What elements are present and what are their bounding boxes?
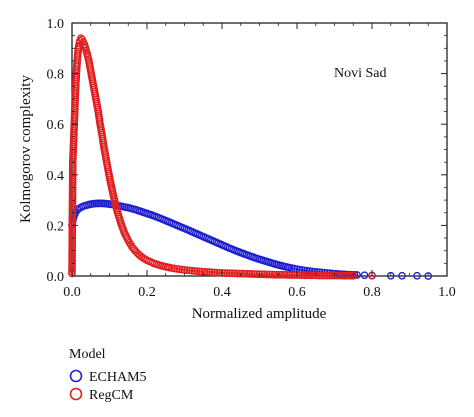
data-point-echam5 (360, 271, 369, 280)
y-tick-label: 0.0 (47, 270, 65, 285)
chart-annotation: Novi Sad (334, 66, 387, 81)
data-point-echam5 (413, 271, 421, 280)
data-point-regcm (248, 270, 256, 278)
legend-marker-regcm (69, 387, 83, 401)
data-point-regcm (205, 268, 214, 276)
data-point-regcm (255, 270, 264, 279)
data-point-regcm (283, 271, 291, 279)
data-point-regcm (268, 270, 276, 279)
data-point-regcm (349, 271, 358, 280)
data-point-regcm (275, 270, 284, 279)
data-point-regcm (245, 270, 254, 278)
data-point-regcm (208, 268, 216, 277)
data-point-regcm (240, 269, 249, 278)
data-point-regcm (195, 267, 204, 276)
ticks-layer: 0.0 0.2 0.4 0.6 0.8 1.0 0.0 0.2 0.4 0.6 0.8 1.0 (47, 17, 456, 300)
data-point-regcm (323, 271, 331, 280)
data-point-regcm (233, 269, 241, 278)
data-point-regcm (198, 267, 206, 276)
legend: Model ECHAM5 RegCM (69, 347, 147, 403)
data-point-regcm (310, 271, 319, 280)
data-point-regcm (77, 34, 85, 43)
data-point-regcm (218, 269, 226, 277)
x-tick-label: 1.0 (438, 285, 456, 300)
y-tick-label: 0.4 (47, 169, 65, 184)
data-point-echam5 (398, 271, 406, 280)
data-point-regcm (193, 267, 201, 276)
data-point-regcm (300, 271, 309, 280)
plot-frame (71, 22, 448, 277)
data-point-regcm (200, 267, 209, 276)
x-tick-label: 0.4 (213, 285, 231, 300)
data-point-regcm (253, 270, 261, 278)
y-tick-label: 0.8 (47, 68, 65, 83)
data-point-regcm (305, 271, 314, 280)
x-axis-label: Normalized amplitude (192, 306, 327, 322)
data-point-regcm (303, 271, 311, 280)
data-point-regcm (243, 269, 251, 278)
legend-label-regcm: RegCM (89, 388, 134, 403)
data-point-regcm (298, 271, 306, 280)
y-tick-label: 1.0 (47, 17, 65, 32)
data-point-regcm (280, 270, 289, 279)
data-point-regcm (325, 271, 334, 280)
legend-label-echam5: ECHAM5 (89, 370, 147, 385)
series-layer (68, 34, 433, 280)
data-point-regcm (263, 270, 271, 279)
data-point-regcm (278, 270, 286, 279)
data-point-regcm (223, 269, 231, 277)
data-point-regcm (215, 268, 224, 277)
data-point-regcm (238, 269, 246, 278)
x-tick-label: 0.8 (363, 285, 381, 300)
y-tick-label: 0.6 (47, 118, 65, 133)
data-point-regcm (308, 271, 316, 280)
data-point-regcm (190, 267, 199, 275)
legend-marker-echam5 (69, 369, 83, 383)
data-point-regcm (235, 269, 244, 278)
data-point-regcm (315, 271, 324, 280)
data-point-regcm (230, 269, 239, 278)
data-point-regcm (258, 270, 266, 279)
data-point-regcm (213, 268, 221, 277)
data-point-regcm (295, 271, 304, 279)
data-point-regcm (228, 269, 236, 278)
data-point-regcm (265, 270, 274, 279)
data-point-echam5 (386, 271, 395, 280)
data-point-regcm (288, 271, 296, 279)
data-point-regcm (270, 270, 279, 279)
y-tick-label: 0.2 (47, 219, 65, 234)
data-point-regcm (250, 270, 259, 278)
data-point-regcm (210, 268, 219, 277)
x-tick-label: 0.6 (288, 285, 306, 300)
y-axis-label: Kolmogorov complexity (18, 75, 34, 223)
legend-title: Model (69, 347, 106, 362)
data-point-regcm (220, 269, 229, 277)
series-echam5 (68, 199, 433, 280)
data-point-regcm (313, 271, 321, 280)
data-point-regcm (183, 266, 191, 275)
data-point-regcm (185, 266, 194, 275)
data-point-regcm (203, 268, 211, 276)
x-tick-label: 0.0 (63, 285, 81, 300)
series-regcm (68, 34, 376, 280)
x-tick-label: 0.2 (138, 285, 156, 300)
data-point-regcm (285, 271, 294, 279)
data-point-regcm (273, 270, 281, 279)
data-point-regcm (318, 271, 326, 280)
data-point-regcm (290, 271, 299, 279)
data-point-regcm (188, 266, 196, 275)
data-point-echam5 (424, 272, 433, 280)
data-point-regcm (320, 271, 329, 280)
data-point-regcm (225, 269, 234, 278)
data-point-regcm (260, 270, 269, 279)
